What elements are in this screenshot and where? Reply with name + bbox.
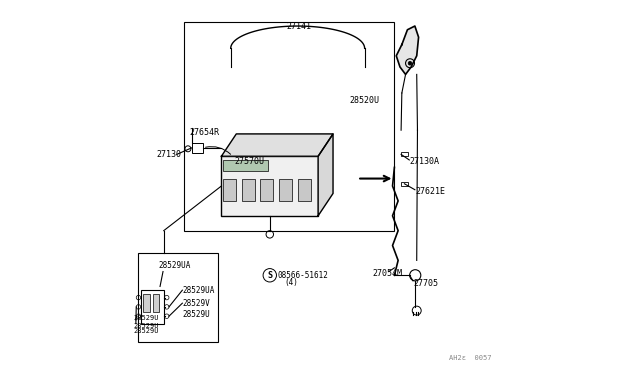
Bar — [138, 253, 218, 342]
Text: 28529U: 28529U — [182, 310, 210, 319]
Text: 28529U: 28529U — [133, 328, 159, 334]
Bar — [401, 182, 408, 186]
Bar — [152, 294, 159, 312]
Bar — [184, 22, 394, 231]
Polygon shape — [396, 26, 419, 74]
Text: S: S — [268, 271, 272, 280]
Text: 27705: 27705 — [413, 279, 439, 288]
Text: 27654R: 27654R — [190, 128, 220, 137]
Text: 27130A: 27130A — [410, 157, 439, 166]
Bar — [223, 160, 268, 171]
Bar — [279, 179, 292, 201]
Bar — [242, 179, 255, 201]
Bar — [401, 152, 408, 156]
Text: 27621E: 27621E — [415, 187, 445, 196]
Text: 28529UA: 28529UA — [182, 286, 215, 295]
Bar — [260, 179, 273, 201]
Text: 27130: 27130 — [156, 150, 181, 159]
Text: 08566-51612: 08566-51612 — [278, 271, 329, 280]
Text: 28529U: 28529U — [133, 323, 159, 328]
Text: 27054M: 27054M — [372, 269, 402, 278]
Circle shape — [408, 61, 412, 65]
Text: 28520U: 28520U — [349, 96, 380, 105]
Bar — [141, 290, 164, 324]
Bar — [223, 179, 236, 201]
Text: 27570U: 27570U — [234, 157, 264, 166]
Bar — [143, 294, 150, 312]
Bar — [298, 179, 310, 201]
Text: 28529V: 28529V — [182, 299, 210, 308]
Bar — [221, 156, 318, 216]
Text: 28529U: 28529U — [133, 315, 159, 321]
Bar — [191, 143, 203, 153]
Polygon shape — [221, 134, 333, 156]
Text: 28529UA: 28529UA — [158, 262, 191, 270]
Text: (4): (4) — [285, 278, 298, 287]
Text: AΗ2ε  0057: AΗ2ε 0057 — [449, 355, 491, 361]
Polygon shape — [318, 134, 333, 216]
Text: 27141: 27141 — [287, 22, 312, 31]
